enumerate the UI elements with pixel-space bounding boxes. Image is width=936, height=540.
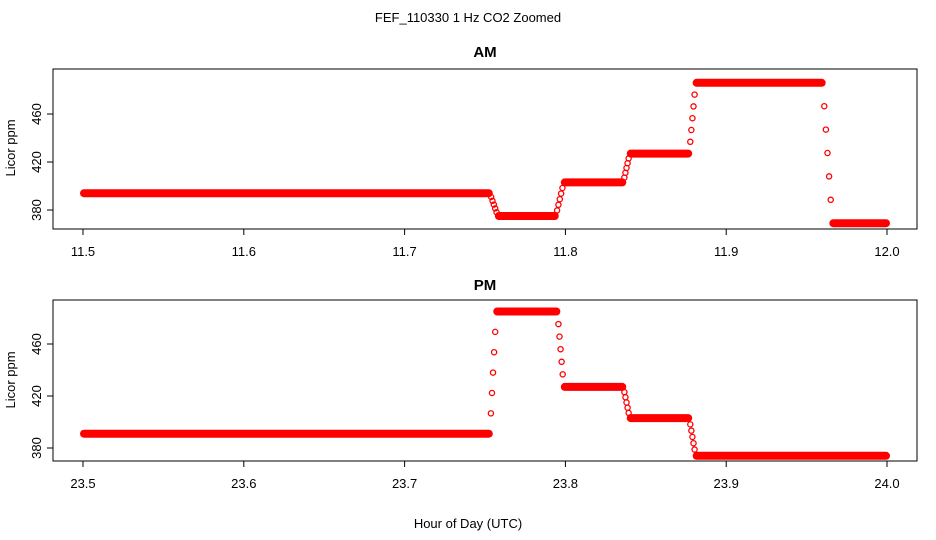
pm-transition-point <box>690 439 697 447</box>
pm-plateau-2 <box>560 382 627 391</box>
am-transition-point <box>688 126 695 134</box>
pm-transition-point <box>624 404 631 411</box>
am-x-tick-label: 11.9 <box>714 244 738 259</box>
am-transition-point <box>490 201 498 208</box>
am-x-tick-label: 11.5 <box>71 244 95 259</box>
pm-ylabel: Licor ppm <box>3 351 18 408</box>
pm-y-tick-label: 420 <box>29 385 44 407</box>
am-transition-point <box>827 196 834 204</box>
pm-x-tick-label: 23.9 <box>714 476 739 491</box>
pm-transition-point <box>557 345 564 353</box>
pm-transition-point <box>558 358 565 366</box>
am-plateau-2 <box>560 178 627 187</box>
pm-points <box>80 307 890 460</box>
pm-plateau-4 <box>692 451 890 460</box>
am-panel: AM Licor ppm 11.5 11.6 11.7 11.8 11.9 12.0 380… <box>3 44 918 259</box>
pm-transition-point <box>491 328 499 336</box>
pm-x-tick-label: 24.0 <box>874 476 899 491</box>
pm-panel: PM Licor ppm 23.5 23.6 23.7 23.8 23.9 24.0 380… <box>3 277 918 491</box>
pm-y-tick-label: 380 <box>29 437 44 459</box>
pm-transition-point <box>555 320 562 328</box>
pm-plateau-0 <box>80 429 493 438</box>
am-transition-point <box>555 201 562 209</box>
am-transition-point <box>825 173 833 180</box>
am-y-tick-label: 420 <box>29 151 44 173</box>
am-transition-point <box>491 205 499 212</box>
pm-transition-point <box>687 421 694 428</box>
pm-ticks: 23.5 23.6 23.7 23.8 23.9 24.0 380 420 460 <box>29 333 900 491</box>
am-transition-point <box>690 103 697 110</box>
am-x-tick-label: 11.8 <box>553 244 577 259</box>
am-plateau-0 <box>80 189 493 198</box>
pm-transition-point <box>688 427 695 434</box>
pm-transition-point <box>488 389 496 397</box>
am-transition-point <box>822 126 830 133</box>
am-ticks: 11.5 11.6 11.7 11.8 11.9 12.0 380 420 460 <box>29 103 900 259</box>
pm-panel-title: PM <box>474 277 497 294</box>
am-panel-title: AM <box>473 44 496 61</box>
figure-xlabel: Hour of Day (UTC) <box>414 516 522 531</box>
pm-transition-point <box>622 394 629 401</box>
pm-x-tick-label: 23.8 <box>553 476 578 491</box>
pm-x-tick-label: 23.6 <box>231 476 256 491</box>
figure-title: FEF_110330 1 Hz CO2 Zoomed <box>375 10 561 25</box>
am-transition-point <box>821 102 828 110</box>
am-transition-point <box>691 91 698 98</box>
pm-x-tick-label: 23.5 <box>70 476 95 491</box>
am-x-tick-label: 12.0 <box>874 244 899 259</box>
am-transition-point <box>687 138 694 146</box>
am-plateau-5 <box>829 219 890 228</box>
am-transition-point <box>689 114 696 122</box>
am-ylabel: Licor ppm <box>3 119 18 176</box>
pm-y-tick-label: 460 <box>29 333 44 355</box>
pm-transition-point <box>489 369 497 376</box>
am-transition-point <box>557 190 565 197</box>
pm-transition-point <box>487 410 495 417</box>
am-transition-point <box>489 197 496 205</box>
pm-transition-point <box>689 433 696 441</box>
pm-plateau-3 <box>626 414 693 423</box>
pm-transition-point <box>490 348 498 356</box>
am-plateau-3 <box>626 149 693 158</box>
am-transition-point <box>553 207 561 214</box>
am-transition-point <box>824 149 831 157</box>
am-y-tick-label: 380 <box>29 199 44 221</box>
am-transition-point <box>487 193 495 201</box>
am-transition-point <box>556 195 564 203</box>
pm-x-tick-label: 23.7 <box>392 476 417 491</box>
am-plateau-1 <box>494 212 559 220</box>
pm-plateau-1 <box>493 307 561 316</box>
pm-transition-point <box>623 399 630 406</box>
pm-transition-point <box>691 446 698 453</box>
am-plateau-4 <box>692 78 826 87</box>
am-points <box>80 78 890 228</box>
am-x-tick-label: 11.6 <box>232 244 256 259</box>
pm-transition-point <box>556 333 563 340</box>
am-plot-frame <box>52 68 918 230</box>
am-x-tick-label: 11.7 <box>392 244 416 259</box>
am-y-tick-label: 460 <box>29 103 44 125</box>
pm-transition-point <box>559 371 566 378</box>
